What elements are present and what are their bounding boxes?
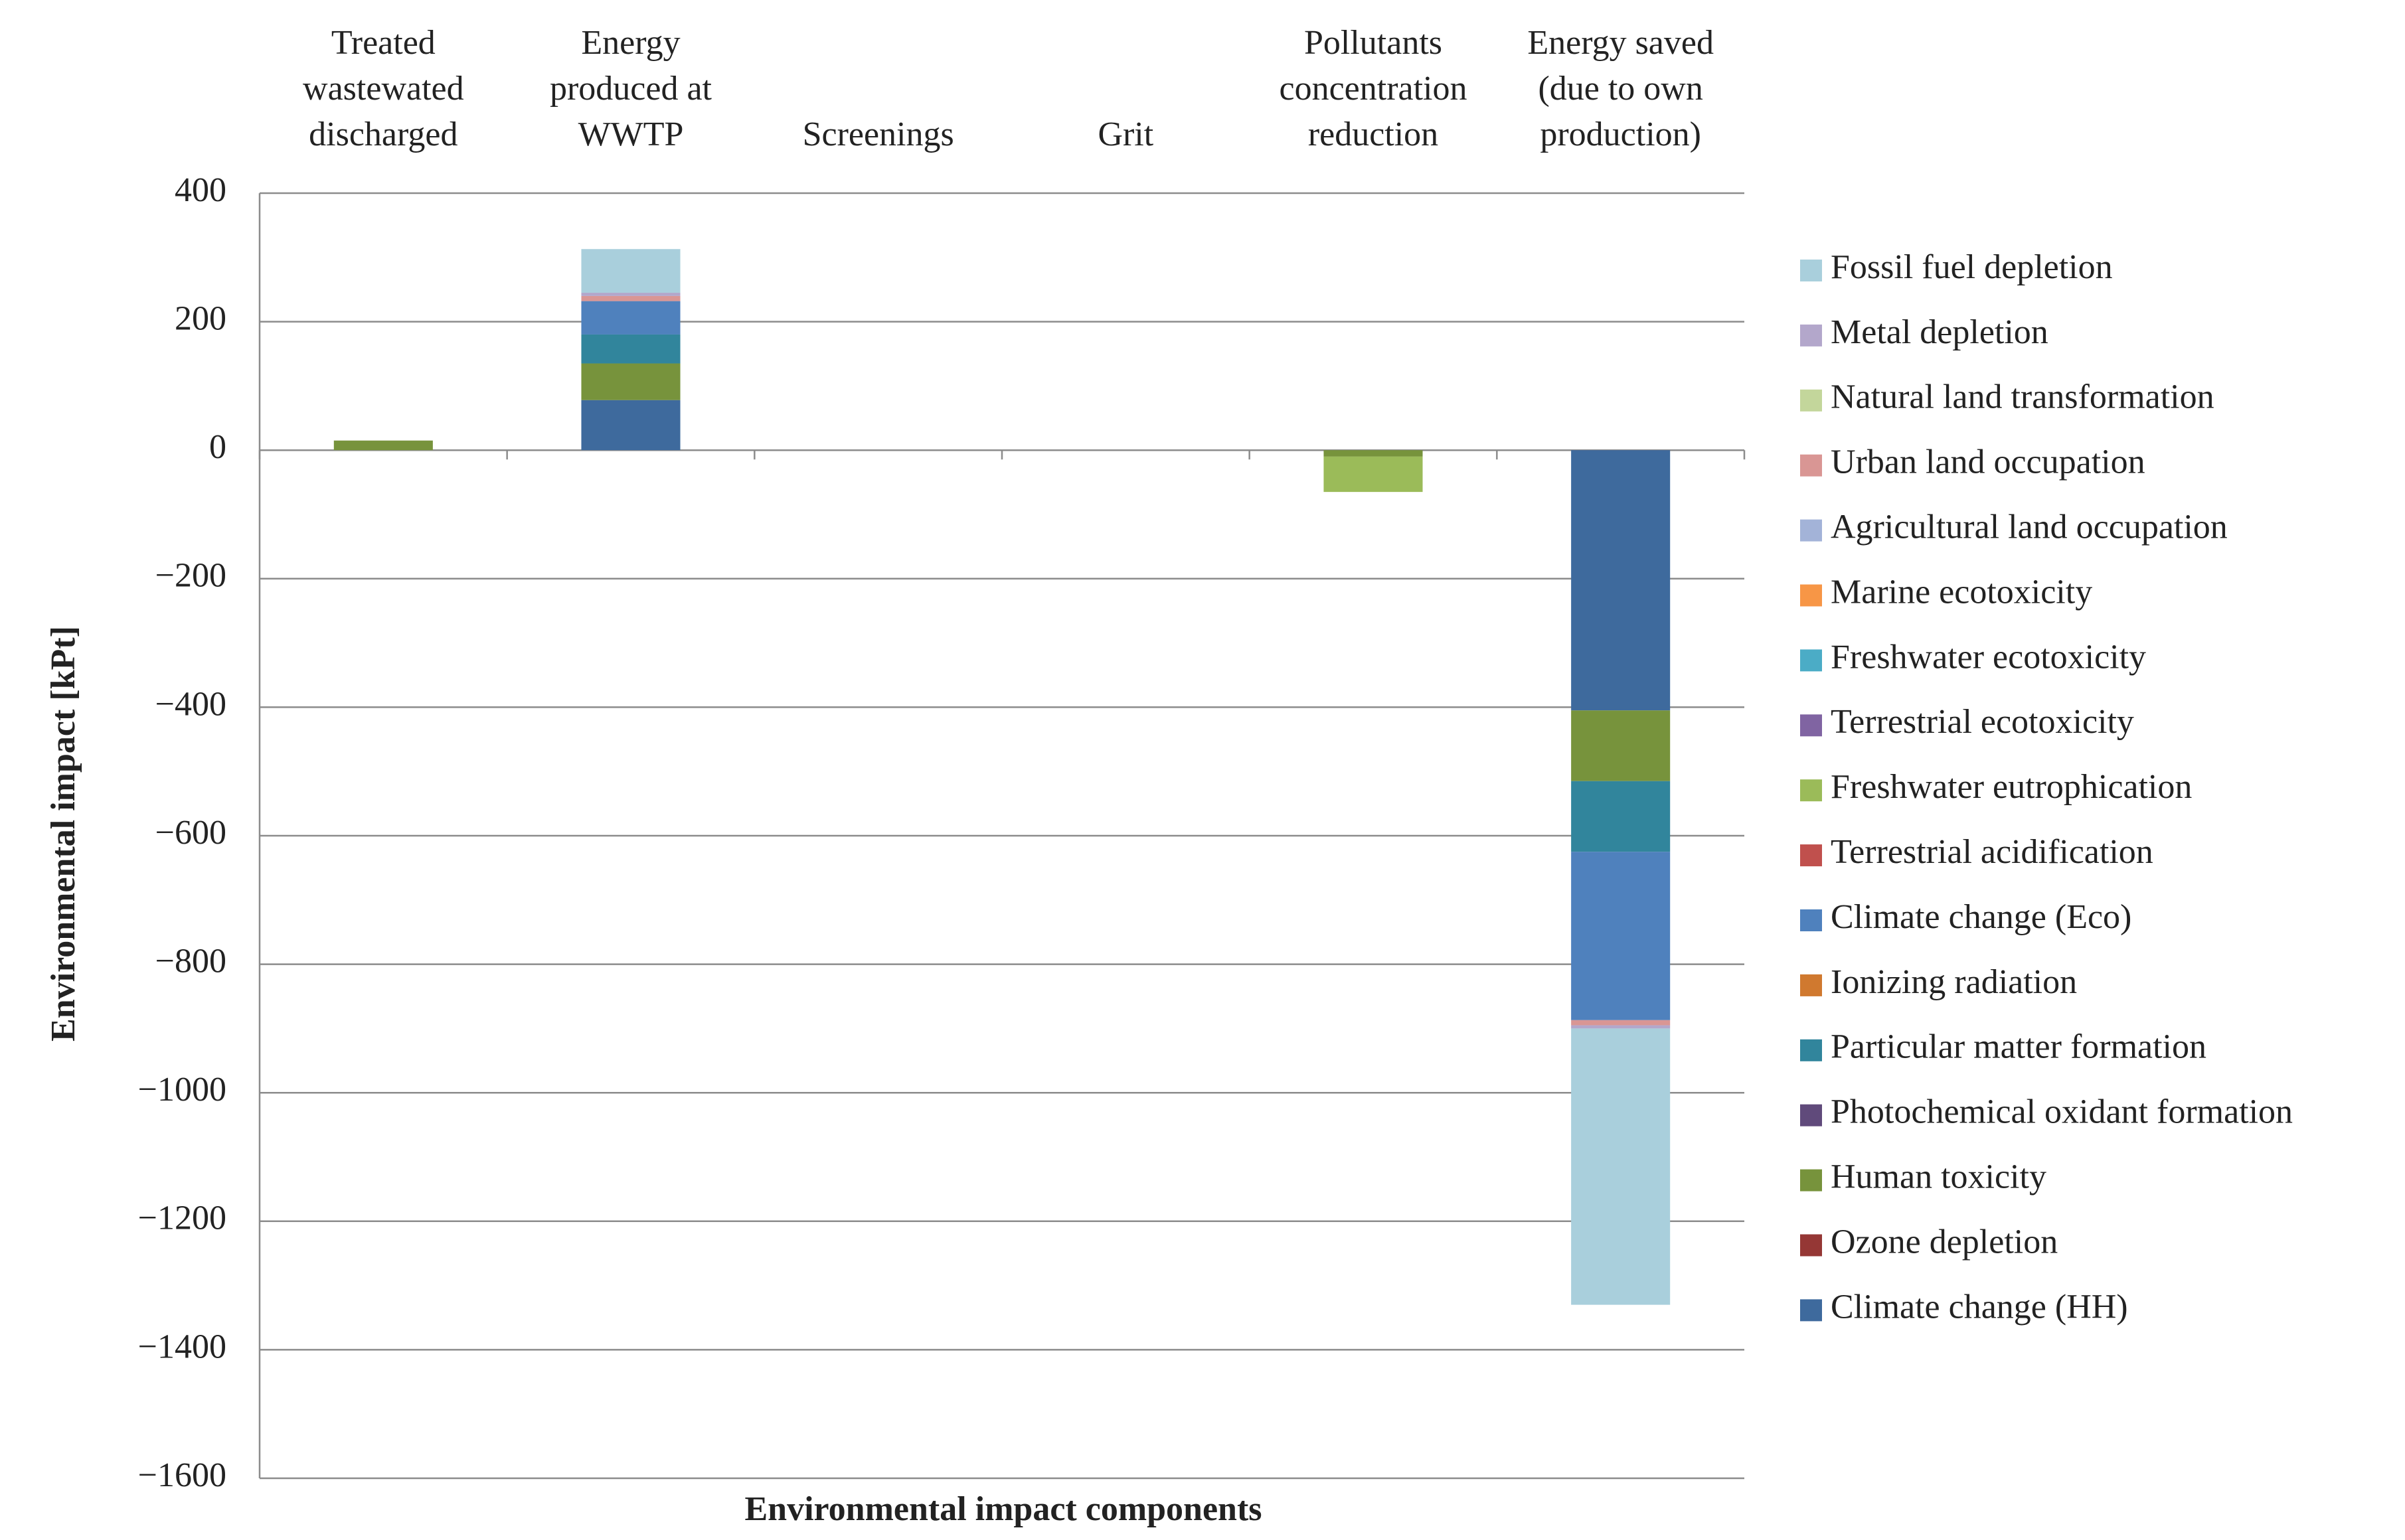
legend-label: Ionizing radiation [1831,963,2077,1001]
category-label: Pollutants concentration reduction [1280,24,1467,153]
legend-swatch [1800,1104,1822,1126]
y-tick-label: 200 [175,300,226,338]
legend-swatch [1800,649,1822,672]
bar-segment [1571,1025,1671,1029]
y-tick-label: −1000 [138,1071,226,1109]
legend-label: Fossil fuel depletion [1831,248,2113,286]
bar-segment [581,293,681,296]
bar-segment [1571,1020,1671,1026]
y-tick-label: −1600 [138,1456,226,1494]
bar-segment [1323,450,1423,457]
bar-segment [581,334,681,364]
bar-segment [581,249,681,293]
legend-label: Particular matter formation [1831,1028,2206,1066]
category-label: Grit [1098,116,1153,153]
category-label: Treated wastewated discharged [303,24,464,153]
legend-label: Climate change (HH) [1831,1288,2128,1326]
y-tick-label: −600 [155,814,226,852]
y-tick-label: −1200 [138,1199,226,1237]
legend-swatch [1800,844,1822,867]
bar-segment [1571,1028,1671,1305]
legend-swatch [1800,389,1822,412]
category-label: Energy produced at WWTP [550,24,712,153]
legend-swatch [1800,584,1822,607]
legend-label: Freshwater ecotoxicity [1831,638,2146,676]
legend-label: Marine ecotoxicity [1831,573,2092,611]
bar-segment [1323,456,1423,493]
legend-swatch [1800,974,1822,996]
bar-segment [581,400,681,451]
legend-swatch [1800,324,1822,346]
legend-label: Human toxicity [1831,1158,2046,1196]
y-tick-label: −200 [155,557,226,595]
legend-swatch [1800,1234,1822,1257]
bar-segment [1571,781,1671,852]
legend-label: Photochemical oxidant formation [1831,1093,2293,1131]
legend-swatch [1800,779,1822,802]
bar-segment [581,301,681,335]
bar-segment [333,440,433,451]
legend-label: Terrestrial ecotoxicity [1831,703,2134,741]
y-tick-label: 0 [209,428,226,466]
bar-segment [581,295,681,301]
bar-segment [1571,710,1671,781]
legend-label: Climate change (Eco) [1831,898,2131,936]
legend-swatch [1800,260,1822,281]
bar-segment [1571,450,1671,711]
legend-swatch [1800,1169,1822,1192]
y-tick-label: −800 [155,943,226,980]
legend-swatch [1800,1299,1822,1322]
legend-label: Terrestrial acidification [1831,833,2153,871]
y-tick-label: −400 [155,685,226,723]
category-label: Screenings [803,116,954,153]
y-tick-label: 400 [175,171,226,209]
x-axis-title: Environmental impact components [744,1490,1262,1528]
legend-label: Natural land transformation [1831,378,2214,416]
legend-swatch [1800,909,1822,931]
legend-label: Ozone depletion [1831,1223,2058,1261]
y-axis-title: Environmental impact [kPt] [44,626,82,1041]
legend-label: Metal depletion [1831,313,2048,351]
y-tick-label: −1400 [138,1328,226,1365]
bar-segment [1571,852,1671,1020]
legend-label: Urban land occupation [1831,443,2145,481]
legend-label: Agricultural land occupation [1831,508,2228,546]
legend-swatch [1800,454,1822,477]
legend-swatch [1800,1039,1822,1061]
legend-swatch [1800,714,1822,737]
category-label: Energy saved (due to own production) [1527,24,1714,153]
legend-label: Freshwater eutrophication [1831,768,2192,806]
bar-segment [581,363,681,400]
legend-swatch [1800,519,1822,542]
